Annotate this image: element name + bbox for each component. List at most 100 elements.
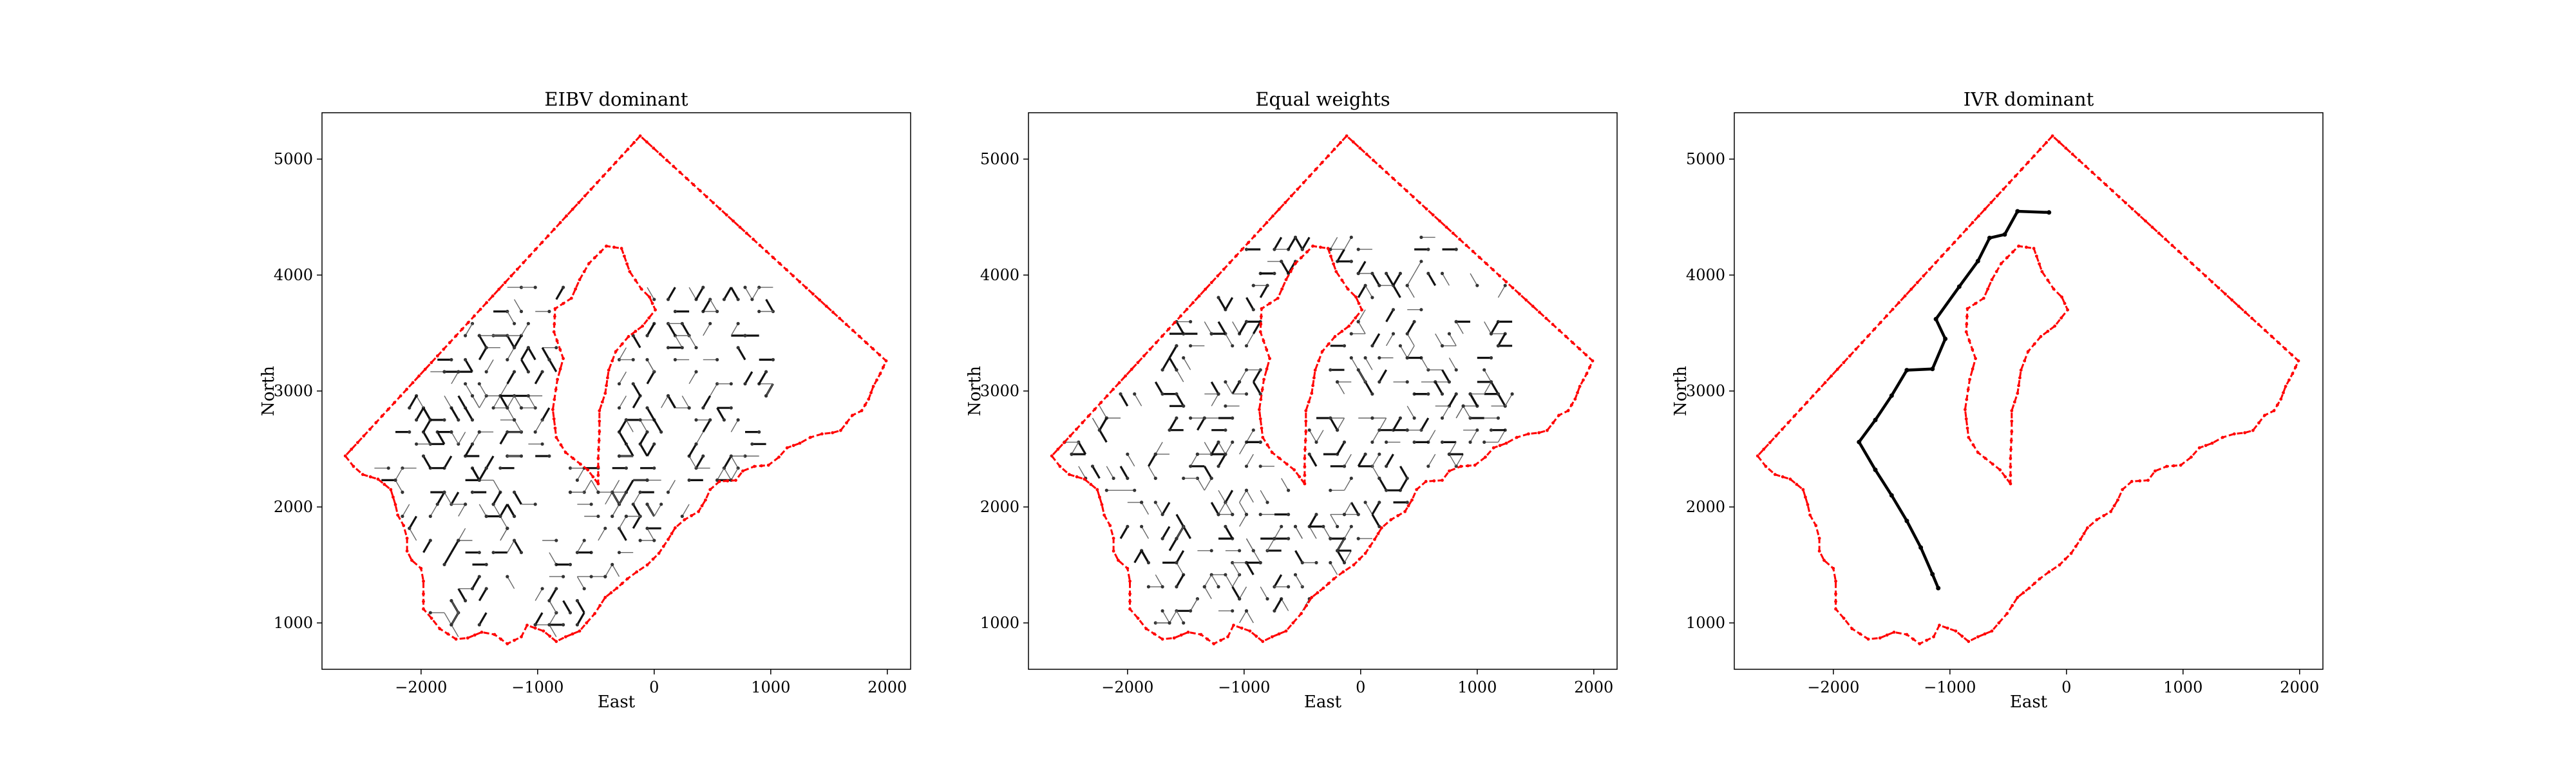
boundary-marker <box>851 414 854 417</box>
path-segment <box>450 491 460 505</box>
y-tick-label: 4000 <box>1686 266 1725 284</box>
path-point <box>1391 332 1396 336</box>
path-segment <box>506 371 515 385</box>
boundary-marker <box>2184 256 2187 260</box>
path-point <box>611 490 614 494</box>
path-segment <box>1119 465 1129 479</box>
path-segment <box>688 443 697 457</box>
path-segment <box>1308 453 1318 467</box>
boundary-marker <box>1209 281 1213 285</box>
boundary-marker <box>2032 247 2036 250</box>
boundary-marker <box>1186 631 1190 634</box>
path-point <box>1258 440 1262 444</box>
path-segment <box>723 468 732 481</box>
boundary-marker <box>2012 400 2016 404</box>
x-tick-label: 1000 <box>751 678 790 696</box>
path-point <box>722 298 726 301</box>
path-point <box>1238 597 1242 601</box>
path-segment <box>1434 381 1443 395</box>
path-segment <box>549 624 557 637</box>
path-segment <box>1385 333 1394 347</box>
boundary-marker <box>738 225 742 229</box>
path-segment <box>1260 586 1268 599</box>
boundary-marker <box>1588 365 1591 369</box>
boundary-marker <box>1389 518 1393 522</box>
path-segment <box>513 540 522 553</box>
path-point <box>645 430 649 434</box>
boundary-marker <box>605 244 608 248</box>
path-point <box>1426 271 1430 276</box>
path-segment <box>444 396 452 408</box>
path-segment <box>612 564 620 577</box>
path-point <box>477 551 481 555</box>
boundary-marker <box>647 316 651 320</box>
boundary-marker <box>1392 177 1395 180</box>
boundary-marker <box>1498 274 1501 278</box>
path-segment <box>591 480 599 493</box>
path-point <box>1189 320 1193 323</box>
boundary-marker <box>2009 457 2012 460</box>
path-point <box>617 406 621 410</box>
path-segment <box>1238 369 1247 383</box>
path-point <box>1238 549 1242 553</box>
boundary-marker <box>732 219 735 223</box>
path-point <box>477 430 481 434</box>
boundary-marker <box>1537 431 1541 435</box>
path-point <box>401 490 404 494</box>
boundary-marker <box>1304 419 1308 423</box>
boundary-marker <box>1206 637 1209 641</box>
path-segment <box>723 455 732 469</box>
boundary-marker <box>2110 189 2114 193</box>
boundary-marker <box>2116 498 2119 502</box>
boundary-marker <box>1289 194 1293 198</box>
path-point <box>1168 621 1171 625</box>
path-point <box>393 478 397 482</box>
boundary-marker <box>1108 524 1112 528</box>
path-segment <box>730 455 739 469</box>
boundary-marker <box>2025 245 2028 249</box>
x-tick-label: 0 <box>1356 678 1365 696</box>
path-segment <box>464 407 473 421</box>
path-point <box>611 514 614 519</box>
path-point <box>1356 271 1360 276</box>
boundary-marker <box>2023 359 2027 363</box>
boundary-marker <box>1974 301 1978 305</box>
boundary-marker <box>1866 334 1870 338</box>
path-point <box>1349 356 1353 360</box>
path-point <box>1314 440 1318 444</box>
boundary-marker <box>1260 307 1264 310</box>
path-segment <box>702 419 712 433</box>
path-segment <box>1141 549 1150 564</box>
path-point <box>603 526 607 530</box>
boundary-marker <box>634 329 638 333</box>
path-point <box>1489 356 1493 360</box>
boundary-marker <box>1260 388 1264 391</box>
path-segment <box>1336 417 1345 431</box>
path-segment <box>710 299 718 312</box>
path-segment <box>1372 430 1380 443</box>
path-segment <box>661 396 669 408</box>
path-segment <box>1168 417 1178 431</box>
boundary-marker <box>791 444 795 447</box>
path-point <box>687 406 691 410</box>
boundary-marker <box>2022 591 2025 595</box>
boundary-marker <box>614 161 618 164</box>
boundary-marker <box>1805 401 1808 405</box>
path-segment <box>576 576 585 589</box>
path-point <box>1419 260 1423 263</box>
boundary-marker <box>1128 592 1132 596</box>
path-point <box>1933 316 1938 321</box>
path-point <box>1378 524 1381 529</box>
boundary-marker <box>626 148 630 151</box>
boundary-marker <box>405 537 409 540</box>
path-point <box>1280 524 1283 529</box>
boundary-marker <box>1444 225 1448 229</box>
path-point <box>1412 416 1416 420</box>
y-tick-label: 3000 <box>980 382 1019 400</box>
path-segment <box>1490 321 1499 334</box>
path-point <box>1489 332 1493 336</box>
path-segment <box>1448 333 1457 347</box>
boundary-marker <box>1302 181 1305 184</box>
boundary-marker <box>2272 409 2276 412</box>
